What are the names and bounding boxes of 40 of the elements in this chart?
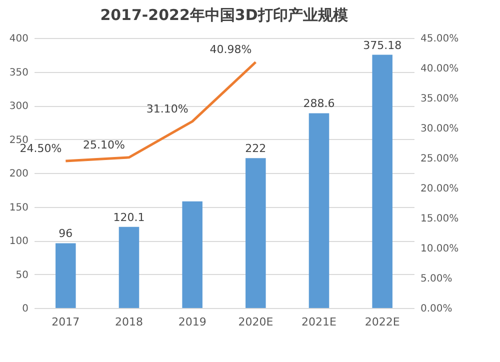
y-tick-label: 0: [22, 304, 28, 314]
data-label: 120.1: [113, 210, 145, 224]
y-tick-label: 300: [9, 101, 28, 112]
x-tick-label: 2018: [115, 316, 143, 328]
bar: [308, 113, 330, 308]
bar: [118, 226, 140, 308]
y-tick-label: 200: [9, 168, 28, 180]
data-label: 375.18: [363, 38, 402, 52]
data-label: 24.50%: [20, 142, 62, 155]
y-tick-label: 150: [9, 202, 28, 214]
bar: [56, 243, 76, 308]
y-tick-label: 350: [9, 67, 28, 78]
bar: [372, 54, 392, 308]
y2-tick-label: 0.00%: [420, 304, 452, 314]
data-label: 288.6: [303, 97, 335, 110]
y2-tick-label: 45.00%: [420, 34, 459, 44]
y-tick-label: 50: [16, 270, 28, 281]
x-tick-label: 2022E: [364, 316, 400, 328]
y2-tick-label: 40.00%: [420, 64, 459, 74]
x-tick-label: 2017: [52, 316, 80, 328]
data-label: 96: [58, 227, 73, 240]
y2-tick-label: 15.00%: [420, 214, 459, 224]
bar: [182, 201, 202, 308]
chart-title: 2017-2022年中国3D打印产业规模: [100, 6, 349, 24]
data-label: 25.10%: [83, 138, 125, 152]
y2-tick-label: 20.00%: [420, 184, 459, 194]
y2-tick-label: 10.00%: [420, 244, 459, 254]
data-label: 31.10%: [146, 102, 188, 116]
y-tick-label: 100: [9, 236, 28, 247]
data-label: 222: [245, 142, 266, 156]
data-label: 40.98%: [210, 43, 252, 56]
y2-tick-label: 25.00%: [420, 154, 459, 164]
x-tick-label: 2020E: [238, 316, 274, 328]
y2-tick-label: 35.00%: [420, 94, 459, 104]
y2-tick-label: 5.00%: [420, 274, 452, 284]
x-tick-label: 2019: [178, 316, 206, 328]
x-tick-label: 2021E: [302, 316, 337, 328]
y-tick-label: 400: [9, 34, 28, 44]
y2-tick-label: 30.00%: [420, 124, 459, 134]
bar: [246, 158, 266, 308]
